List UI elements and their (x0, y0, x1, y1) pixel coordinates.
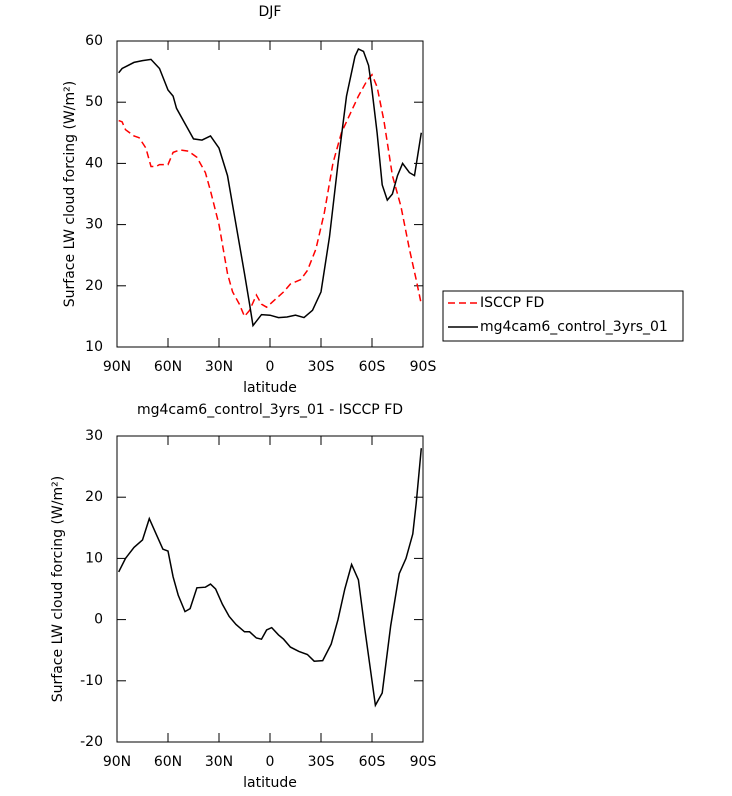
y-tick-label: -20 (80, 734, 103, 750)
x-tick-label: 0 (266, 359, 275, 375)
x-tick-label: 30N (205, 754, 233, 770)
x-tick-label: 60S (359, 359, 386, 375)
y-tick-label: 40 (85, 155, 103, 171)
y-tick-label: 20 (85, 489, 103, 505)
y-tick-label: 10 (85, 550, 103, 566)
y-axis-label: Surface LW cloud forcing (W/m²) (62, 81, 78, 307)
x-tick-label: 0 (266, 754, 275, 770)
x-tick-label: 90N (103, 359, 131, 375)
y-tick-label: 0 (94, 612, 103, 628)
y-tick-label: -10 (80, 673, 103, 689)
x-tick-label: 30S (308, 359, 335, 375)
y-tick-label: 20 (85, 278, 103, 294)
x-tick-label: 90N (103, 754, 131, 770)
legend-label: ISCCP FD (480, 295, 544, 311)
y-tick-label: 30 (85, 428, 103, 444)
x-tick-label: 30S (308, 754, 335, 770)
x-tick-label: 90S (410, 754, 437, 770)
x-tick-label: 60S (359, 754, 386, 770)
y-tick-label: 30 (85, 217, 103, 233)
x-tick-label: 60N (154, 754, 182, 770)
legend-label: mg4cam6_control_3yrs_01 (480, 319, 668, 335)
y-tick-label: 60 (85, 33, 103, 49)
x-tick-label: 60N (154, 359, 182, 375)
y-tick-label: 50 (85, 94, 103, 110)
data-line (118, 73, 423, 318)
x-tick-label: 90S (410, 359, 437, 375)
data-line (118, 448, 423, 708)
plot-frame (116, 435, 424, 743)
chart-title: mg4cam6_control_3yrs_01 - ISCCP FD (137, 402, 403, 418)
plot-frame (116, 40, 424, 348)
chart-title: DJF (259, 4, 282, 20)
y-tick-label: 10 (85, 339, 103, 355)
x-tick-label: 30N (205, 359, 233, 375)
x-axis-label: latitude (243, 380, 297, 396)
data-line (118, 48, 423, 328)
y-axis-label: Surface LW cloud forcing (W/m²) (50, 476, 66, 702)
x-axis-label: latitude (243, 775, 297, 791)
legend-box (442, 290, 684, 342)
